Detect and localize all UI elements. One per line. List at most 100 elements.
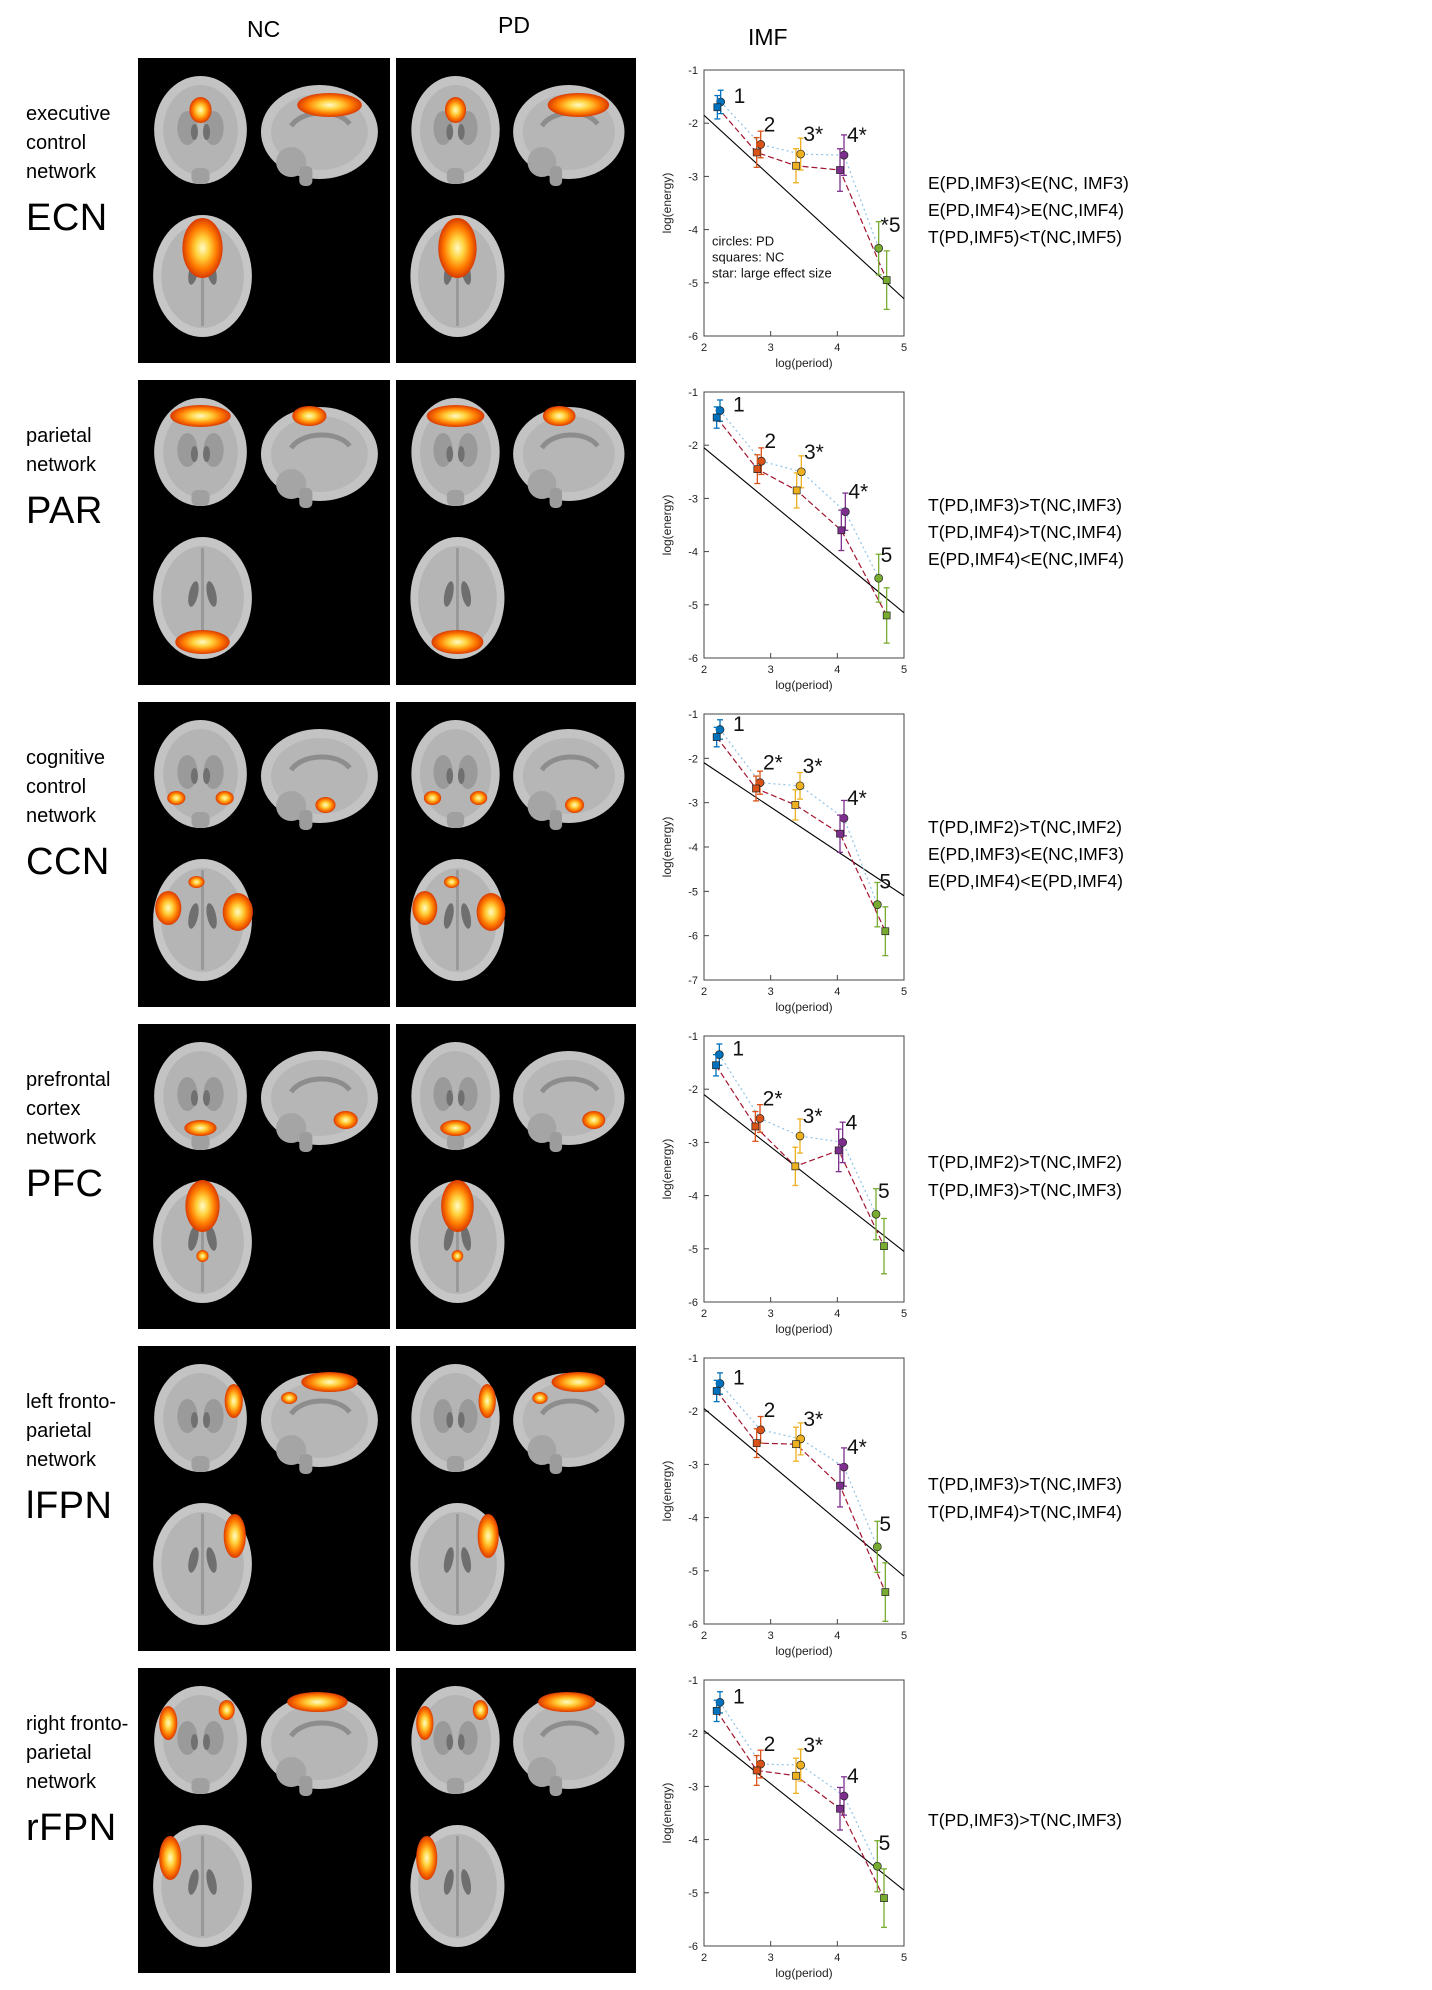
svg-text:3*: 3* [804, 441, 824, 464]
svg-text:-1: -1 [688, 1675, 698, 1687]
svg-text:3: 3 [768, 1630, 774, 1642]
axes: 2 3 4 5 -1 -2 -3 -4 -5 -6 log(period) log(energy) [660, 1353, 907, 1658]
brain-slices-image [138, 1668, 390, 1973]
y-axis-label: log(energy) [660, 495, 674, 556]
brain-slices-image [396, 702, 636, 1007]
svg-text:2: 2 [764, 430, 776, 453]
svg-text:-1: -1 [688, 1031, 698, 1043]
stat-annotation-line: T(PD,IMF3)>T(NC,IMF3) [928, 494, 1122, 515]
network-label: cognitive control network CCN [0, 702, 138, 884]
svg-text:-5: -5 [688, 600, 698, 612]
x-axis-label: log(period) [775, 1644, 832, 1658]
svg-text:-3: -3 [688, 798, 698, 810]
network-row-lfpn: left fronto- parietal network lFPN 2 3 4 5 -… [0, 1346, 1432, 1668]
network-name-line: network [26, 1127, 97, 1149]
network-name-line: parietal [26, 1742, 92, 1764]
svg-text:5: 5 [901, 664, 907, 676]
svg-text:-6: -6 [688, 331, 698, 343]
network-name-line: network [26, 454, 97, 476]
network-name-line: right fronto- [26, 1713, 129, 1735]
column-header-pd: PD [498, 12, 530, 38]
network-code: lFPN [26, 1485, 113, 1527]
svg-text:4: 4 [834, 1952, 840, 1964]
brain-panel-pd [396, 380, 636, 685]
brain-panel-nc [138, 1024, 390, 1329]
network-code: PAR [26, 490, 103, 532]
svg-text:5: 5 [878, 1180, 890, 1203]
imf-point-labels: 12 3* 4* 5 [733, 1367, 891, 1536]
svg-text:1: 1 [733, 713, 745, 736]
imf-point-labels: 1 2 3* 4 5 [733, 1685, 890, 1855]
pd-series-line [718, 1054, 877, 1215]
brain-panel-pd [396, 58, 636, 363]
stat-annotation-line: E(PD,IMF4)>E(NC,IMF4) [928, 199, 1124, 220]
imf-point-labels: 1 2* 3* 4 5 [732, 1038, 889, 1204]
stat-annotations: T(PD,IMF3)>T(NC,IMF3) T(PD,IMF4)>T(NC,IM… [928, 1346, 1122, 1651]
brain-slices-image [396, 1024, 636, 1329]
svg-text:5: 5 [901, 342, 907, 354]
svg-text:4*: 4* [847, 787, 867, 810]
imf-energy-chart: 2 3 4 5 -1 -2 -3 -4 -5 -6 log(period) log(energy) 1 2… [660, 58, 912, 376]
svg-text:1: 1 [733, 394, 745, 417]
svg-text:-5: -5 [688, 278, 698, 290]
stat-annotation-line: T(PD,IMF3)>T(NC,IMF3) [928, 1474, 1122, 1495]
brain-slices-image [138, 380, 390, 685]
axes: 2 3 4 5 -1 -2 -3 -4 -5 -6 log(period) log(energy) [660, 1675, 907, 1980]
svg-text:-4: -4 [688, 1191, 698, 1203]
svg-text:circles: PD: circles: PD [712, 234, 774, 249]
nc-markers [712, 1699, 888, 1929]
nc-markers [712, 1053, 888, 1275]
svg-text:2: 2 [701, 1952, 707, 1964]
brain-slices-image [138, 1024, 390, 1329]
svg-text:-7: -7 [688, 975, 698, 987]
network-row-ecn: executive control network ECN 2 3 4 5 -1 -2 -3… [0, 58, 1432, 380]
svg-text:4*: 4* [847, 124, 867, 147]
x-axis-label: log(period) [775, 1322, 832, 1336]
svg-text:3: 3 [768, 986, 774, 998]
svg-text:-1: -1 [688, 387, 698, 399]
svg-text:1: 1 [732, 1038, 744, 1061]
svg-text:3*: 3* [803, 1105, 823, 1128]
network-label: prefrontal cortex network PFC [0, 1024, 138, 1206]
svg-text:-3: -3 [688, 1459, 698, 1471]
stat-annotation-line: T(PD,IMF3)>T(NC,IMF3) [928, 1179, 1122, 1200]
nc-markers [712, 726, 890, 957]
brain-slices-image [138, 702, 390, 1007]
stat-annotation-line: E(PD,IMF3)<E(NC, IMF3) [928, 172, 1129, 193]
imf-point-labels: 12 3* 4* *5 [734, 85, 901, 237]
svg-text:1: 1 [733, 1685, 745, 1708]
brain-panel-pd [396, 1346, 636, 1651]
axes: 2 3 4 5 -1 -2 -3 -4 -5 -6 log(period) log(energy) [660, 65, 907, 370]
network-name-line: network [26, 805, 97, 827]
svg-text:2: 2 [764, 113, 776, 136]
stat-annotation-line: E(PD,IMF3)<E(NC,IMF3) [928, 843, 1124, 864]
network-name-line: control [26, 776, 87, 798]
svg-text:-6: -6 [688, 931, 698, 943]
svg-text:-4: -4 [688, 1835, 698, 1847]
svg-text:-6: -6 [688, 1941, 698, 1953]
svg-text:4: 4 [847, 1765, 859, 1788]
svg-text:2: 2 [764, 1399, 776, 1422]
svg-text:3*: 3* [803, 755, 823, 778]
svg-text:-4: -4 [688, 842, 698, 854]
svg-text:2: 2 [701, 1630, 707, 1642]
nc-markers [713, 94, 891, 311]
svg-text:star: large effect size: star: large effect size [712, 266, 832, 281]
network-label: parietal network PAR [0, 380, 138, 533]
stat-annotation-line: T(PD,IMF2)>T(NC,IMF2) [928, 816, 1122, 837]
pd-series-line [720, 101, 880, 249]
svg-text:5: 5 [901, 986, 907, 998]
svg-text:2: 2 [764, 1733, 776, 1756]
svg-text:5: 5 [879, 871, 891, 894]
network-row-pfc: prefrontal cortex network PFC 2 3 4 5 -1 -2 -3… [0, 1024, 1432, 1346]
svg-text:-4: -4 [688, 225, 698, 237]
svg-text:4: 4 [846, 1111, 858, 1134]
y-axis-label: log(energy) [660, 1783, 674, 1844]
fit-line [703, 447, 905, 614]
network-label: left fronto- parietal network lFPN [0, 1346, 138, 1528]
svg-text:3: 3 [768, 1952, 774, 1964]
imf-energy-chart: 2 3 4 5 -1 -2 -3 -4 -5 -6 log(period) log(energy) 1 2… [660, 380, 912, 698]
network-name-line: parietal [26, 425, 92, 447]
svg-text:-3: -3 [688, 171, 698, 183]
